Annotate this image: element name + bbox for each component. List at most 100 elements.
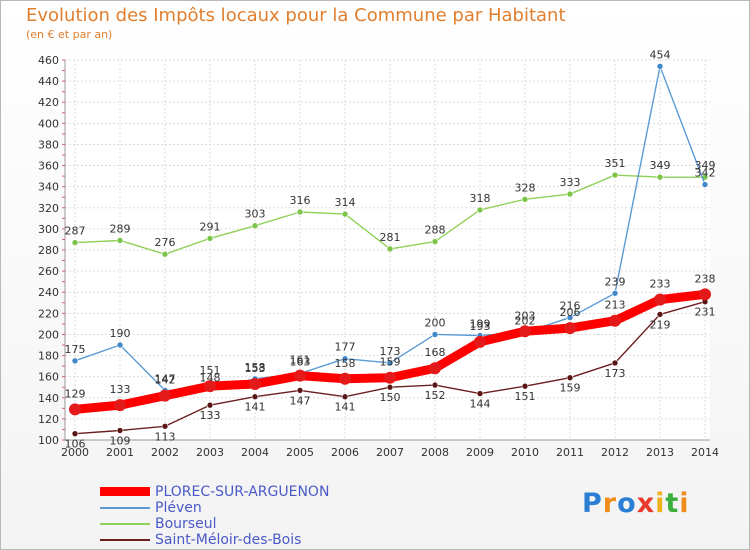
data-label: 238 <box>695 272 716 285</box>
y-tick-label: 260 <box>38 265 59 278</box>
data-label: 213 <box>605 299 626 312</box>
y-tick-label: 420 <box>38 96 59 109</box>
legend-label-bourseul: Bourseul <box>155 516 217 532</box>
x-tick-label: 2001 <box>106 446 134 459</box>
x-tick-label: 2012 <box>601 446 629 459</box>
data-label: 141 <box>245 401 266 414</box>
data-point <box>431 331 439 338</box>
x-tick-label: 2002 <box>151 446 179 459</box>
data-point <box>566 190 574 198</box>
y-tick-label: 380 <box>38 138 59 151</box>
y-tick-label: 240 <box>38 286 59 299</box>
data-label: 150 <box>380 391 401 404</box>
data-label: 113 <box>155 430 176 443</box>
y-tick-label: 340 <box>38 181 59 194</box>
data-point <box>656 63 664 70</box>
data-label: 349 <box>650 159 671 172</box>
logo-letter: x <box>636 488 656 519</box>
data-point <box>249 378 261 391</box>
y-tick-label: 160 <box>38 371 59 384</box>
x-tick-label: 2009 <box>466 446 494 459</box>
x-tick-label: 2010 <box>511 446 539 459</box>
data-point <box>161 250 169 258</box>
data-point <box>296 208 304 216</box>
logo-letter: i <box>679 488 690 519</box>
data-point <box>611 289 619 297</box>
data-label: 219 <box>650 318 671 331</box>
data-point <box>566 314 574 321</box>
data-point <box>656 311 664 318</box>
data-point <box>609 314 621 327</box>
data-point <box>476 206 484 214</box>
x-tick-label: 2013 <box>646 446 674 459</box>
data-label: 314 <box>335 196 356 209</box>
data-label: 158 <box>335 357 356 370</box>
data-label: 349 <box>695 159 716 172</box>
legend-label-pleven: Pléven <box>155 500 202 516</box>
data-label: 289 <box>110 223 131 236</box>
logo-letter: t <box>665 488 680 519</box>
data-point <box>116 237 124 244</box>
data-label: 199 <box>470 318 491 331</box>
data-point <box>654 293 666 306</box>
data-label: 153 <box>245 362 266 375</box>
y-tick-label: 140 <box>38 392 59 405</box>
data-point <box>656 173 664 181</box>
y-tick-label: 360 <box>38 160 59 173</box>
data-label: 147 <box>290 394 311 407</box>
data-label: 106 <box>65 438 86 451</box>
data-label: 216 <box>560 300 581 313</box>
data-label: 159 <box>380 356 401 369</box>
data-label: 152 <box>425 389 446 402</box>
data-point <box>161 422 169 430</box>
data-label: 148 <box>200 371 221 384</box>
y-tick-label: 220 <box>38 307 59 320</box>
data-point <box>519 325 531 338</box>
data-label: 200 <box>425 316 446 329</box>
data-point <box>341 355 349 363</box>
legend-swatch-saint-meloir <box>100 539 150 541</box>
data-point <box>206 401 214 409</box>
data-label: 147 <box>155 372 176 385</box>
proxiti-logo: Proxiti <box>582 488 690 519</box>
data-point <box>384 371 396 384</box>
x-tick-label: 2005 <box>286 446 314 459</box>
data-point <box>341 393 349 401</box>
data-label: 287 <box>65 225 86 238</box>
x-tick-label: 2008 <box>421 446 449 459</box>
data-point <box>566 374 574 382</box>
data-point <box>206 235 214 242</box>
data-label: 203 <box>515 309 536 322</box>
data-label: 173 <box>380 345 401 358</box>
data-label: 318 <box>470 192 491 205</box>
data-label: 276 <box>155 236 176 249</box>
data-point <box>71 430 79 437</box>
data-label: 454 <box>650 48 671 61</box>
logo-letter: r <box>602 488 618 519</box>
data-point <box>386 383 394 391</box>
legend-label-saint-meloir: Saint-Méloir-des-Bois <box>155 532 302 548</box>
data-point <box>204 380 216 393</box>
data-point <box>339 372 351 385</box>
data-label: 151 <box>515 390 536 403</box>
data-point <box>296 387 304 394</box>
data-label: 177 <box>335 341 356 354</box>
legend-swatch-bourseul <box>100 523 150 525</box>
chart-subtitle: (en € et par an) <box>26 28 113 41</box>
logo-letter: i <box>655 488 666 519</box>
data-label: 342 <box>695 167 716 180</box>
y-tick-label: 440 <box>38 75 59 88</box>
data-point <box>116 341 124 349</box>
data-point <box>521 196 529 203</box>
data-label: 351 <box>605 157 626 170</box>
data-label: 328 <box>515 181 536 194</box>
data-point <box>431 381 439 389</box>
data-label: 333 <box>560 176 581 189</box>
data-label: 202 <box>515 314 536 327</box>
data-label: 129 <box>65 387 86 400</box>
data-label: 133 <box>200 409 221 422</box>
data-label: 303 <box>245 208 266 221</box>
data-point <box>341 210 349 218</box>
data-label: 190 <box>110 327 131 340</box>
